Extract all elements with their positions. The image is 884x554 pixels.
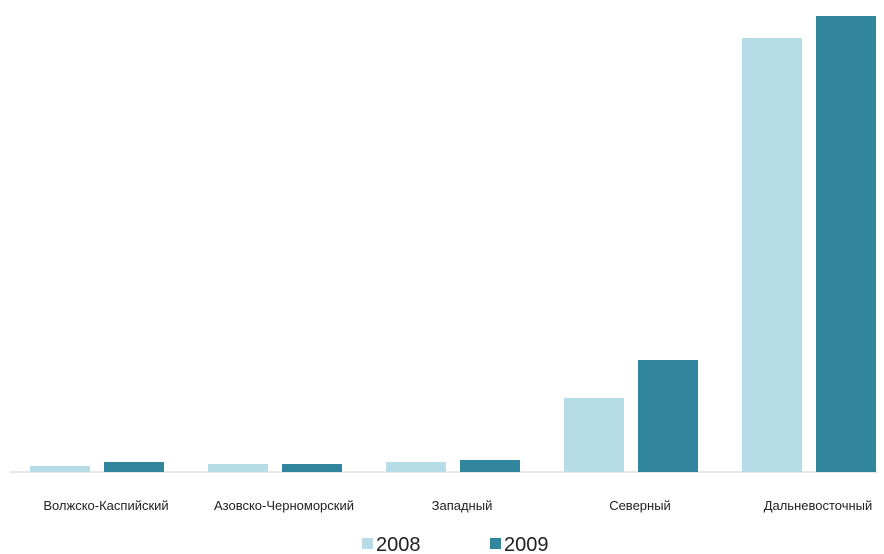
category-label: Северный	[609, 498, 671, 513]
legend-label-2008: 2008	[376, 534, 421, 554]
bar-2009-3	[638, 360, 698, 472]
legend-swatch-2008	[362, 538, 373, 549]
bar-2009-4	[816, 16, 876, 472]
category-label: Волжско-Каспийский	[43, 498, 168, 513]
category-label: Дальневосточный	[764, 498, 873, 513]
bar-2009-0	[104, 462, 164, 472]
legend-label-2009: 2009	[504, 534, 549, 554]
legend: 2008 2009	[362, 534, 549, 554]
bar-2008-2	[386, 462, 446, 472]
bar-2008-3	[564, 398, 624, 472]
bar-2008-1	[208, 464, 268, 472]
bar-2008-0	[30, 466, 90, 472]
category-labels: Волжско-Каспийский Азовско-Черноморский За…	[43, 498, 872, 513]
legend-swatch-2009	[490, 538, 501, 549]
bar-2009-1	[282, 464, 342, 472]
bars-group	[30, 16, 876, 472]
bar-2009-2	[460, 460, 520, 472]
category-label: Азовско-Черноморский	[214, 498, 354, 513]
bar-2008-4	[742, 38, 802, 472]
category-label: Западный	[432, 498, 493, 513]
